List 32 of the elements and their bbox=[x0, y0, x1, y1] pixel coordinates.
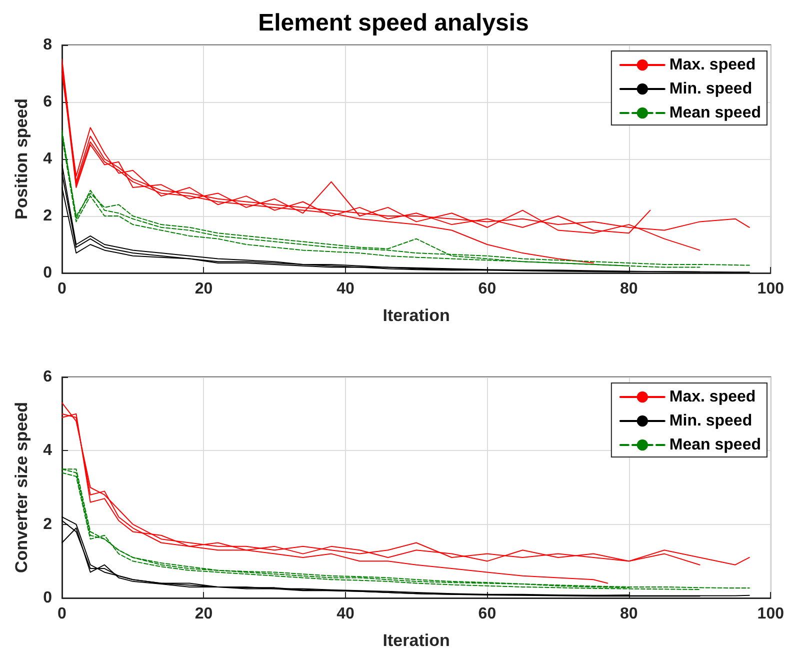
y-axis-title: Converter size speed bbox=[12, 402, 31, 574]
y-tick-label: 6 bbox=[43, 368, 52, 386]
y-tick-label: 0 bbox=[43, 590, 52, 606]
y-tick-label: 8 bbox=[43, 36, 52, 54]
x-tick-label: 60 bbox=[478, 606, 496, 622]
y-axis-title: Position speed bbox=[12, 98, 31, 220]
x-tick-label: 80 bbox=[620, 280, 638, 298]
y-tick-label: 4 bbox=[43, 150, 52, 168]
x-tick-label: 20 bbox=[194, 606, 213, 622]
x-tick-label: 40 bbox=[336, 606, 354, 622]
x-tick-label: 20 bbox=[194, 280, 213, 298]
x-tick-label: 0 bbox=[58, 606, 67, 622]
x-tick-label: 80 bbox=[620, 606, 638, 622]
x-axis-title: Iteration bbox=[382, 306, 450, 325]
y-tick-label: 2 bbox=[43, 516, 52, 533]
legend-label: Min. speed bbox=[669, 412, 752, 430]
y-tick-label: 6 bbox=[43, 94, 52, 110]
chart-title: Element speed analysis bbox=[258, 10, 529, 36]
x-tick-label: 40 bbox=[336, 280, 354, 298]
y-tick-label: 0 bbox=[43, 264, 52, 282]
legend-label: Mean speed bbox=[669, 436, 762, 454]
x-tick-label: 100 bbox=[757, 606, 784, 622]
legend-label: Mean speed bbox=[669, 104, 762, 122]
x-tick-label: 100 bbox=[757, 280, 784, 298]
y-tick-label: 2 bbox=[43, 208, 52, 224]
y-tick-label: 4 bbox=[43, 442, 52, 460]
legend-label: Max. speed bbox=[669, 56, 756, 74]
legend-label: Max. speed bbox=[669, 388, 756, 406]
x-axis-title: Iteration bbox=[382, 631, 450, 650]
legend-label: Min. speed bbox=[669, 80, 752, 98]
x-tick-label: 60 bbox=[478, 280, 496, 298]
x-tick-label: 0 bbox=[58, 280, 67, 298]
